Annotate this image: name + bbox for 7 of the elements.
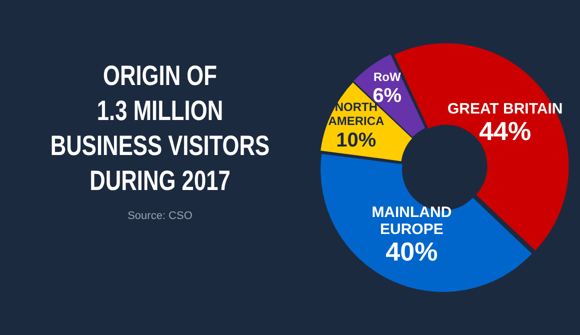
text: ORIGIN OF 1.3 MILLION BUSINESS VISITORS DURING 2017 [49, 59, 271, 198]
data-label: 10% [336, 129, 376, 152]
data-label: 44% [479, 116, 532, 146]
data-label: 40% [386, 236, 438, 267]
source-note: Source: CSO [126, 210, 194, 222]
slice-label: MAINLAND EUROPE [372, 204, 452, 238]
slice-label: RoW [373, 70, 402, 84]
